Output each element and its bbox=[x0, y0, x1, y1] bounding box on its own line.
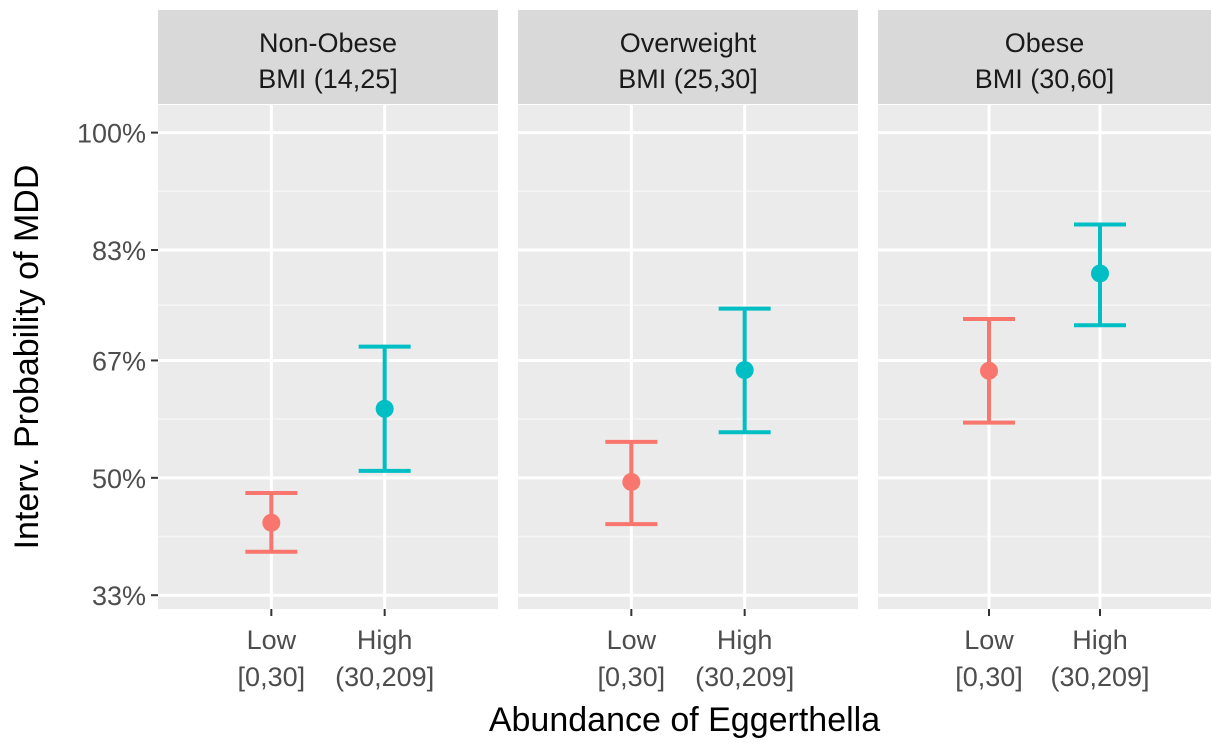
facet-title-line1: Overweight bbox=[620, 28, 757, 58]
facet-title-line1: Obese bbox=[1005, 28, 1085, 58]
x-axis-title: Abundance of Eggerthella bbox=[489, 701, 880, 738]
errorbar-low bbox=[605, 439, 658, 527]
facet-panel-2: Overweight BMI (25,30] Low [0,30] High (30,20… bbox=[518, 10, 858, 692]
y-tick-label: 50% bbox=[92, 464, 146, 494]
x-tick-label-line1: Low bbox=[607, 625, 657, 655]
panel-background bbox=[518, 105, 858, 609]
x-tick-label-line2: (30,209] bbox=[335, 662, 434, 692]
x-tick-label-line1: High bbox=[717, 625, 773, 655]
errorbar-low bbox=[963, 317, 1015, 425]
y-tick-label: 100% bbox=[77, 119, 146, 149]
facet-strip-background bbox=[158, 10, 498, 104]
facet-title-line2: BMI (30,60] bbox=[975, 64, 1115, 94]
data-point bbox=[375, 399, 394, 418]
x-tick-label-line2: [0,30] bbox=[598, 662, 666, 692]
facet-title-line2: BMI (14,25] bbox=[258, 64, 398, 94]
y-axis-title: Interv. Probability of MDD bbox=[8, 165, 46, 550]
data-point bbox=[980, 361, 998, 380]
errorbar-low bbox=[245, 491, 298, 554]
data-point bbox=[735, 361, 754, 380]
data-point bbox=[1091, 264, 1109, 283]
x-tick-label-line2: [0,30] bbox=[955, 662, 1023, 692]
y-tick-label: 67% bbox=[92, 346, 146, 376]
errorbar-high bbox=[718, 306, 771, 435]
x-tick-label-line1: High bbox=[357, 625, 413, 655]
facet-strip-background bbox=[878, 10, 1211, 104]
facet-panel-1: Non-Obese BMI (14,25] Low [0,30] High (30,209… bbox=[158, 10, 498, 692]
errorbar-high bbox=[358, 344, 411, 473]
x-tick-label-line1: Low bbox=[964, 625, 1014, 655]
facet-title-line2: BMI (25,30] bbox=[618, 64, 758, 94]
facet-title-line1: Non-Obese bbox=[259, 28, 397, 58]
x-tick-label-line2: (30,209] bbox=[695, 662, 794, 692]
data-point bbox=[262, 513, 281, 532]
y-tick-label: 83% bbox=[92, 236, 146, 266]
y-tick-label: 33% bbox=[92, 581, 146, 611]
x-tick-label-line1: Low bbox=[247, 625, 297, 655]
panel-background bbox=[158, 105, 498, 609]
data-point bbox=[622, 472, 641, 491]
facet-strip-background bbox=[518, 10, 858, 104]
panel-background bbox=[878, 105, 1211, 609]
x-tick-label-line1: High bbox=[1072, 625, 1128, 655]
x-tick-label-line2: [0,30] bbox=[238, 662, 306, 692]
errorbar-high bbox=[1074, 222, 1126, 328]
facet-panel-3: Obese BMI (30,60] Low [0,30] High (30,209] bbox=[878, 10, 1211, 692]
x-tick-label-line2: (30,209] bbox=[1050, 662, 1149, 692]
